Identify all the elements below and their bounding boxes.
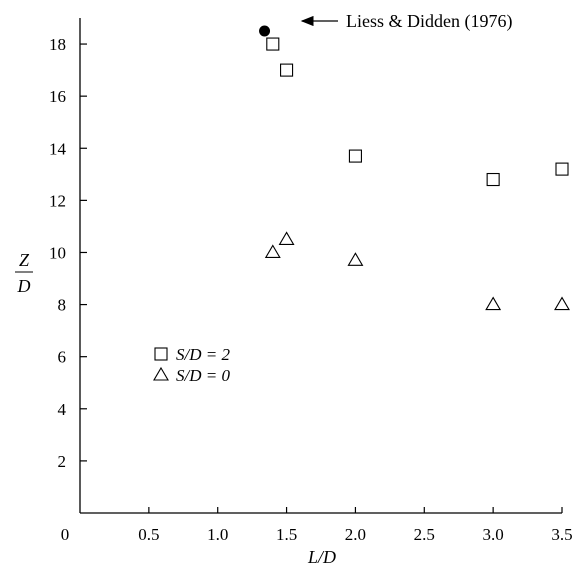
y-tick-label: 14 (49, 139, 67, 158)
x-tick-label: 0.5 (138, 525, 159, 544)
square-point (348, 149, 362, 163)
square-point (486, 172, 500, 187)
x-tick-label: 3.5 (551, 525, 572, 544)
triangle-point (278, 231, 295, 245)
x-tick-label: 2.0 (345, 525, 366, 544)
triangle-point (554, 296, 570, 311)
x-tick-label: 1.0 (207, 525, 228, 544)
square-point (280, 63, 294, 77)
y-ticks: 2 4 6 8 10 12 14 16 18 (49, 35, 87, 471)
triangle-point (264, 244, 281, 259)
y-axis-label-denominator: D (17, 276, 31, 296)
annotation: Liess & Didden (1976) (300, 11, 512, 32)
x-tick-label: 2.5 (414, 525, 435, 544)
origin-label: 0 (61, 525, 70, 544)
y-tick-label: 16 (49, 87, 66, 106)
y-tick-label: 6 (58, 348, 67, 367)
annotation-label: Liess & Didden (1976) (346, 11, 512, 32)
y-axis-label: Z D (15, 250, 33, 296)
y-tick-label: 18 (49, 35, 66, 54)
y-tick-label: 12 (49, 191, 66, 210)
square-point (555, 162, 569, 176)
legend-marker-triangle (153, 366, 169, 381)
reference-point (259, 25, 271, 37)
triangle-point (347, 252, 364, 266)
x-tick-label: 3.0 (483, 525, 504, 544)
x-ticks: 0.5 1.0 1.5 2.0 2.5 3.0 3.5 (138, 507, 573, 544)
y-tick-label: 4 (58, 400, 67, 419)
legend-label-sd2: S/D = 2 (176, 345, 230, 364)
y-axis-label-numerator: Z (19, 250, 30, 270)
legend: S/D = 2 S/D = 0 (153, 345, 230, 385)
y-tick-label: 2 (58, 452, 67, 471)
triangle-point (485, 296, 502, 311)
x-tick-label: 1.5 (276, 525, 297, 544)
x-axis-label: L/D (307, 547, 336, 567)
square-point (266, 37, 280, 51)
y-tick-label: 10 (49, 243, 66, 262)
y-tick-label: 8 (58, 296, 67, 315)
legend-label-sd0: S/D = 0 (176, 366, 230, 385)
data-points (259, 25, 570, 311)
legend-marker-square (154, 347, 168, 361)
